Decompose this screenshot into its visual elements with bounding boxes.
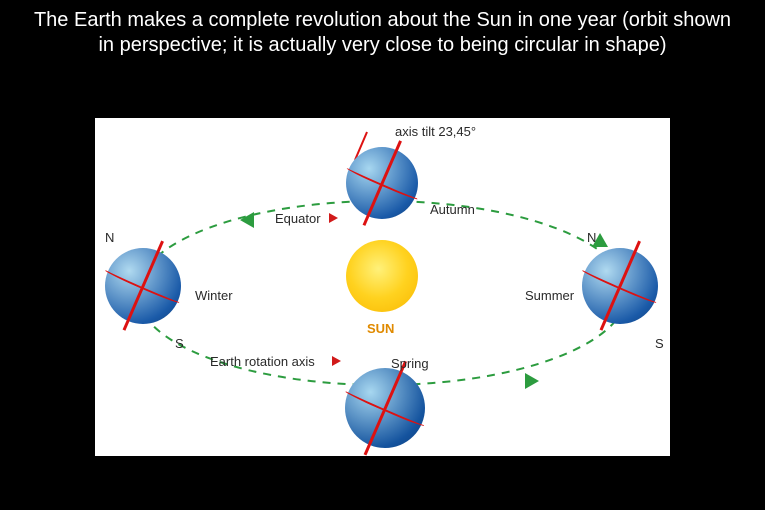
earth-winter <box>105 248 181 324</box>
rotation-axis-label: Earth rotation axis <box>210 354 315 369</box>
earth-spring <box>345 368 425 448</box>
rotation-axis-arrow-icon <box>332 356 341 366</box>
orbit-arrow-icon <box>240 212 254 228</box>
season-label-spring: Spring <box>391 356 429 371</box>
orbit-arrow-icon <box>525 373 539 389</box>
north-label-winter: N <box>105 230 114 245</box>
sun <box>346 240 418 312</box>
earth-autumn <box>346 147 418 219</box>
south-label-summer: S <box>655 336 664 351</box>
season-label-autumn: Autumn <box>430 202 475 217</box>
earth-summer <box>582 248 658 324</box>
orbit-arrow-icon <box>592 233 608 247</box>
equator-arrow-icon <box>329 213 338 223</box>
axis-tilt-label: axis tilt 23,45° <box>395 124 476 139</box>
diagram: SUN axis tilt 23,45° Autumn Winter N S Sprin… <box>95 118 670 456</box>
season-label-summer: Summer <box>525 288 574 303</box>
season-label-winter: Winter <box>195 288 233 303</box>
equator-label: Equator <box>275 211 321 226</box>
sun-label: SUN <box>367 321 394 336</box>
diagram-panel: SUN axis tilt 23,45° Autumn Winter N S Sprin… <box>95 118 670 456</box>
south-label-winter: S <box>175 336 184 351</box>
slide-title: The Earth makes a complete revolution ab… <box>0 0 765 58</box>
